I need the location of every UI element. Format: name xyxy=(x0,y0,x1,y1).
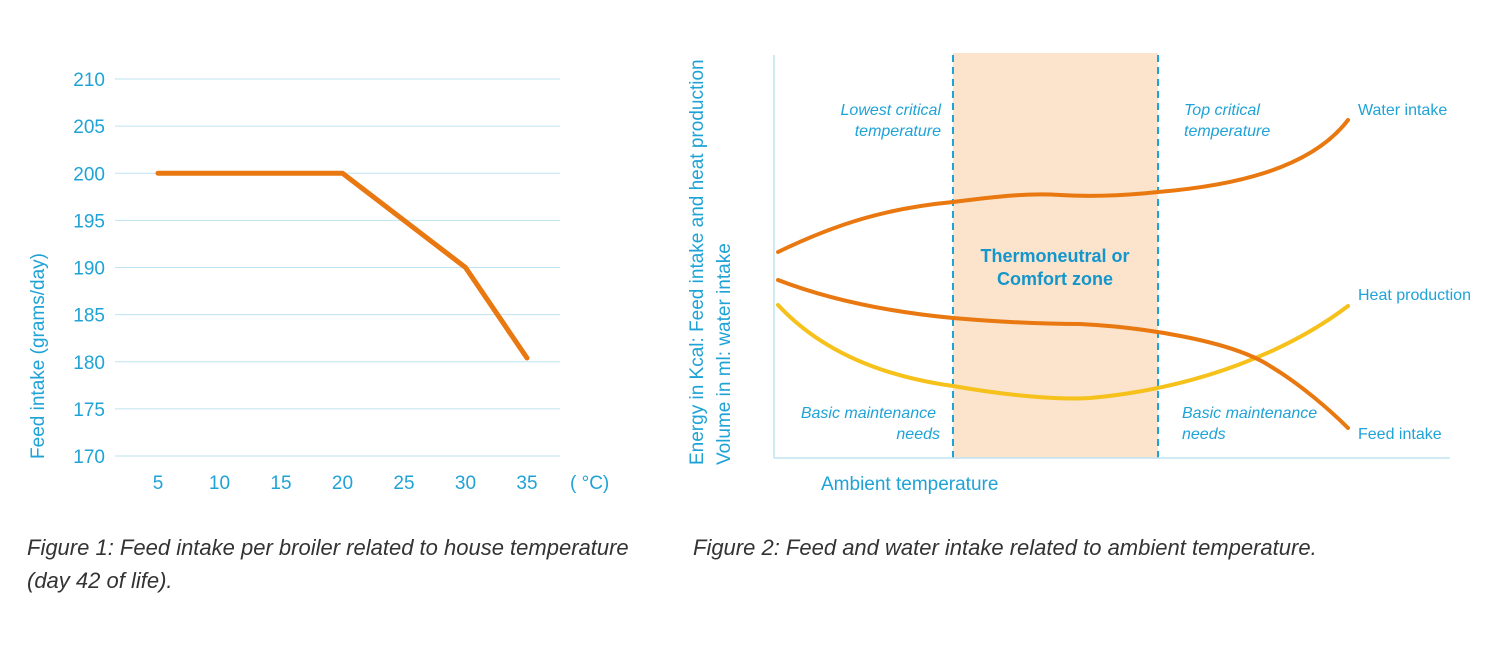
fig2-y-axis-title-line2: Volume in ml: water intake xyxy=(714,243,735,465)
fig1-y-tick-label: 185 xyxy=(73,306,105,327)
fig1-y-tick-labels: 170 175 180 185 190 195 200 205 210 xyxy=(73,70,105,468)
basic-needs-right-line1: Basic maintenance xyxy=(1182,405,1317,422)
water-intake-curve xyxy=(776,118,1350,254)
fig1-x-tick-label: 15 xyxy=(270,473,291,494)
fig1-gridlines xyxy=(115,78,560,457)
basic-needs-left-line1: Basic maintenance xyxy=(801,405,936,422)
fig1-y-tick-label: 200 xyxy=(73,164,105,185)
feed-intake-curve xyxy=(776,278,1350,430)
figure-1-chart: 170 175 180 185 190 195 200 205 210 5 10 15 20 25 30 3… xyxy=(28,70,609,494)
fig1-series xyxy=(155,170,530,361)
fig1-x-tick-label: 5 xyxy=(153,473,164,494)
fig2-x-axis-title: Ambient temperature xyxy=(821,474,998,495)
water-intake-label: Water intake xyxy=(1358,102,1447,119)
fig1-x-unit-label: ( °C) xyxy=(570,473,609,494)
fig1-y-axis-title: Feed intake (grams/day) xyxy=(28,253,49,459)
comfort-zone-label-line2: Comfort zone xyxy=(997,269,1113,289)
top-critical-label-line1: Top critical xyxy=(1184,102,1260,119)
comfort-zone-label-line1: Thermoneutral or xyxy=(980,246,1129,266)
fig1-x-tick-label: 25 xyxy=(393,473,414,494)
fig1-y-tick-label: 190 xyxy=(73,259,105,280)
figure-1-caption: Figure 1: Feed intake per broiler relate… xyxy=(27,531,629,597)
fig1-x-tick-label: 30 xyxy=(455,473,476,494)
top-critical-label-line2: temperature xyxy=(1184,123,1270,140)
heat-production-label: Heat production xyxy=(1358,287,1471,304)
basic-needs-left-line2: needs xyxy=(896,426,940,443)
figure-1-caption-line2: (day 42 of life). xyxy=(27,568,173,593)
lowest-critical-label-line2: temperature xyxy=(855,123,941,140)
fig1-x-tick-label: 35 xyxy=(516,473,537,494)
fig1-y-tick-label: 170 xyxy=(73,447,105,468)
fig1-y-tick-label: 210 xyxy=(73,70,105,91)
basic-needs-right-line2: needs xyxy=(1182,426,1226,443)
fig1-feed-intake-line xyxy=(155,170,530,361)
figure-1-caption-line1: Figure 1: Feed intake per broiler relate… xyxy=(27,535,629,560)
fig1-x-tick-labels: 5 10 15 20 25 30 35 xyxy=(153,473,538,494)
fig1-y-tick-label: 205 xyxy=(73,117,105,138)
fig1-y-tick-label: 175 xyxy=(73,400,105,421)
fig1-x-tick-label: 20 xyxy=(332,473,353,494)
figure-2-chart: Thermoneutral or Comfort zone Lowest cri… xyxy=(687,53,1471,495)
fig1-x-tick-label: 10 xyxy=(209,473,230,494)
lowest-critical-label-line1: Lowest critical xyxy=(841,102,942,119)
fig2-y-axis-title-line1: Energy in Kcal: Feed intake and heat pro… xyxy=(687,59,708,465)
figure-2-caption: Figure 2: Feed and water intake related … xyxy=(693,535,1317,560)
fig1-y-tick-label: 180 xyxy=(73,353,105,374)
feed-intake-label: Feed intake xyxy=(1358,426,1442,443)
fig1-y-tick-label: 195 xyxy=(73,211,105,232)
